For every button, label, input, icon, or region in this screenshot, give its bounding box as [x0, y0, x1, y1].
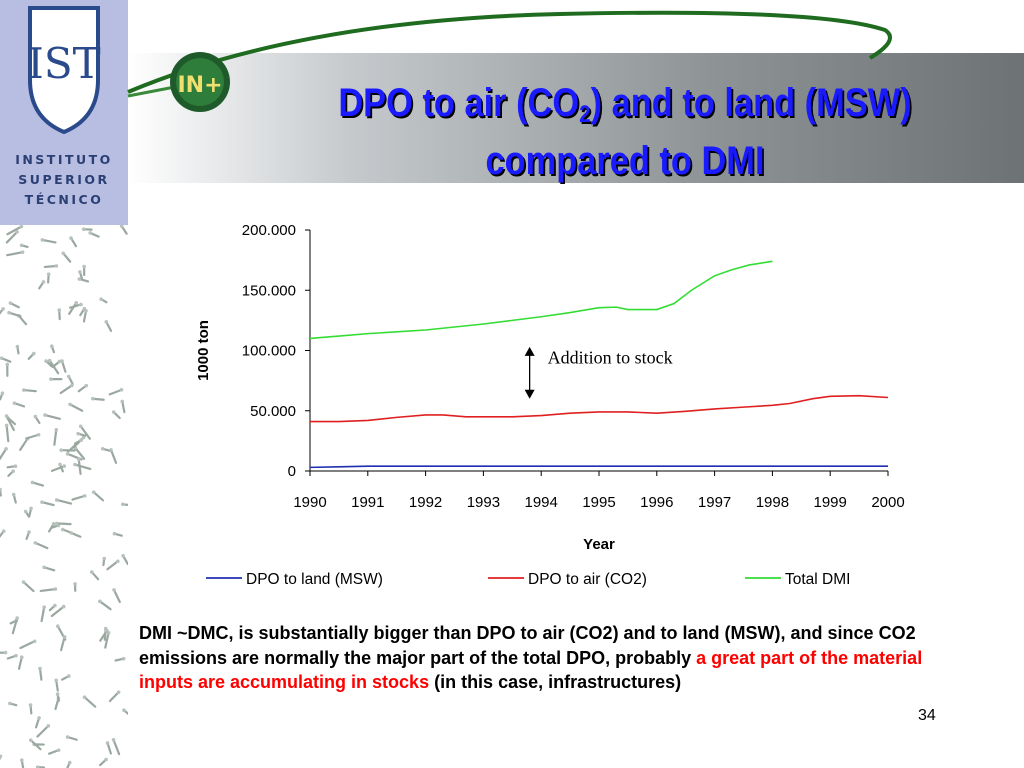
- title-bar: [128, 53, 1024, 183]
- title-subscript: 2: [579, 101, 591, 128]
- x-tick-label: 1996: [640, 494, 673, 511]
- title-part-2: ) and to land (MSW): [590, 81, 912, 125]
- series-line-total-dmi: [309, 260, 773, 340]
- x-tick-label: 2000: [871, 494, 904, 511]
- in-plus-badge-text: IN+: [177, 73, 222, 98]
- slide-title: DPO to air (CO2) and to land (MSW) compa…: [303, 80, 948, 184]
- body-text: DMI ~DMC, is substantially bigger than D…: [139, 621, 939, 695]
- annotation-arrow-up-icon: [524, 346, 535, 356]
- title-part-1: DPO to air (CO: [338, 81, 580, 125]
- y-tick-label: 200.000: [242, 222, 296, 239]
- y-tick-label: 0: [288, 463, 296, 480]
- ist-shield-icon: IST: [27, 6, 101, 135]
- logo-line-1: INSTITUTO: [15, 152, 113, 167]
- legend-label: DPO to land (MSW): [246, 571, 383, 588]
- ist-logo-letters: IST: [27, 39, 100, 88]
- x-tick-label: 1994: [525, 494, 558, 511]
- annotation-arrow-down-icon: [524, 389, 535, 399]
- x-tick-label: 1995: [582, 494, 615, 511]
- legend-label: DPO to air (CO2): [528, 571, 647, 588]
- x-tick-label: 1993: [467, 494, 500, 511]
- left-sidebar: IST INSTITUTO SUPERIOR TÉCNICO: [0, 0, 128, 768]
- logo-line-2: SUPERIOR: [18, 172, 110, 187]
- body-text-part-1: DMI ~DMC, is substantially bigger than D…: [139, 623, 916, 668]
- series-line-dpo-to-land-msw: [309, 465, 888, 469]
- legend-label: Total DMI: [785, 571, 850, 588]
- logo-line-3: TÉCNICO: [24, 192, 104, 207]
- line-chart: 0 50.000 100.000 150.000 200.000 1990 1991 1992…: [195, 222, 905, 588]
- y-axis-label: 1000 ton: [195, 320, 212, 381]
- title-line-2: compared to DMI: [485, 139, 765, 183]
- in-plus-badge-icon: IN+: [170, 52, 230, 112]
- x-tick-label: 1991: [351, 494, 384, 511]
- ist-logo-panel: IST INSTITUTO SUPERIOR TÉCNICO: [0, 0, 128, 225]
- x-tick-label: 1992: [409, 494, 442, 511]
- y-tick-label: 150.000: [242, 282, 296, 299]
- x-tick-label: 1990: [293, 494, 326, 511]
- annotation-label: Addition to stock: [548, 348, 673, 368]
- molecule-pattern-decoration: [0, 225, 128, 768]
- series-line-dpo-to-air-co2: [310, 394, 889, 423]
- x-axis-label: Year: [583, 536, 615, 553]
- x-tick-label: 1998: [756, 494, 789, 511]
- body-text-highlight: a great part of the material inputs are …: [139, 647, 923, 693]
- decorative-swoosh: IN+: [127, 10, 892, 112]
- x-tick-label: 1999: [814, 494, 847, 511]
- body-text-part-2: (in this case, infrastructures): [429, 672, 682, 692]
- y-tick-label: 100.000: [242, 343, 296, 360]
- page-number: 34: [918, 707, 936, 724]
- y-tick-label: 50.000: [250, 403, 296, 420]
- x-tick-label: 1997: [698, 494, 731, 511]
- ist-logo-text: INSTITUTO SUPERIOR TÉCNICO: [0, 150, 128, 210]
